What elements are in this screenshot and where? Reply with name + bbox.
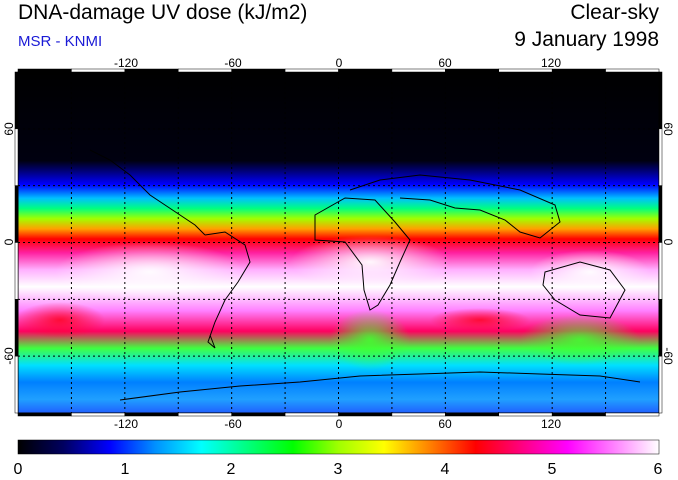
frame-scale-segment (391, 68, 446, 73)
coast-north-america (89, 149, 206, 236)
colorbar-label: 2 (227, 461, 236, 478)
colorbar-label: 4 (441, 461, 450, 478)
lon-label-top: 120 (541, 56, 561, 70)
frame-scale-segment (391, 412, 446, 417)
lat-label-left: -60 (2, 347, 16, 365)
frame-scale-segment (338, 412, 393, 417)
lon-label-bottom: 120 (541, 417, 561, 431)
lat-labels-right: 60 0 -60 (661, 122, 675, 365)
frame-scale-segment (124, 412, 179, 417)
lon-label-top: 60 (438, 56, 452, 70)
frame-scale-segment (284, 68, 339, 73)
frame-scale-segment (658, 71, 663, 130)
lat-labels-left: 60 0 -60 (2, 122, 16, 365)
lat-label-right: -60 (661, 347, 675, 365)
frame-scale-segment (658, 242, 663, 300)
uv-field (18, 72, 659, 413)
coast-europe-asia (349, 174, 561, 239)
frame-scale-segment (605, 68, 660, 73)
frame-scale-segment (284, 412, 339, 417)
frame-scale-segment (658, 185, 663, 243)
colorbar (17, 439, 660, 455)
lat-label-left: 0 (2, 238, 16, 245)
lat-label-left: 60 (2, 122, 16, 136)
frame-scale-segment (605, 412, 660, 417)
colorbar-label: 6 (654, 461, 663, 478)
frame-scale-segment (17, 412, 72, 417)
colorbar-label: 1 (121, 461, 130, 478)
lon-label-bottom: 60 (438, 417, 452, 431)
coast-australia (542, 261, 626, 319)
colorbar-label: 3 (334, 461, 343, 478)
frame-scale-segment (445, 412, 500, 417)
frame-scale-segment (14, 185, 19, 243)
lon-label-bottom: -60 (224, 417, 242, 431)
date-label: 9 January 1998 (514, 28, 659, 51)
frame-scale-segment (14, 242, 19, 300)
colorbar-label: 5 (548, 461, 557, 478)
frame-scale-segment (658, 355, 663, 414)
lon-label-top: -60 (224, 56, 242, 70)
graticule (18, 72, 659, 413)
sky-condition-label: Clear-sky (570, 1, 659, 24)
frame-scale-segment (17, 68, 72, 73)
frame-scale-segment (658, 128, 663, 186)
frame-scale-bars (14, 68, 663, 417)
coastlines (89, 149, 641, 401)
lat-label-right: 60 (661, 122, 675, 136)
lon-labels-bottom: -120 -60 0 60 120 (114, 417, 561, 431)
frame-scale-segment (445, 68, 500, 73)
frame-scale-segment (498, 412, 553, 417)
lon-label-top: -120 (114, 56, 138, 70)
coast-antarctica (119, 371, 641, 401)
lon-label-top: 0 (336, 56, 343, 70)
data-source-label: MSR - KNMI (18, 33, 103, 50)
map-title: DNA-damage UV dose (kJ/m2) (18, 1, 308, 24)
coast-south-america (204, 231, 251, 349)
frame-scale-segment (71, 412, 126, 417)
lat-label-right: 0 (661, 239, 675, 246)
colorbar-labels: 0 1 2 3 4 5 6 (14, 461, 663, 478)
frame-scale-segment (338, 68, 393, 73)
frame-scale-segment (231, 412, 286, 417)
frame-scale-segment (14, 128, 19, 186)
lon-label-bottom: -120 (114, 417, 138, 431)
frame-scale-segment (14, 355, 19, 414)
colorbar-label: 0 (14, 461, 23, 478)
lon-label-bottom: 0 (336, 417, 343, 431)
frame-scale-segment (178, 412, 232, 417)
coast-africa (314, 197, 411, 311)
frame-scale-segment (14, 71, 19, 130)
frame-scale-segment (551, 412, 606, 417)
lon-labels-top: -120 -60 0 60 120 (114, 56, 561, 70)
